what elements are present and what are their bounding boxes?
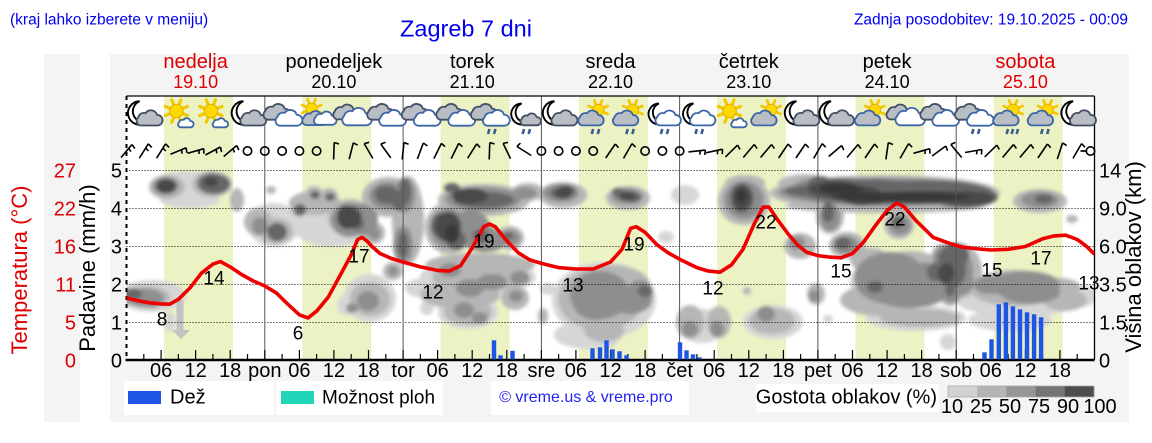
svg-text:23.10: 23.10	[726, 72, 771, 92]
svg-text:25.10: 25.10	[1003, 72, 1048, 92]
svg-text:13: 13	[1078, 274, 1099, 295]
svg-text:24.10: 24.10	[865, 72, 910, 92]
svg-text:06: 06	[150, 360, 172, 382]
svg-text:12: 12	[422, 283, 443, 304]
svg-text:petek: petek	[863, 51, 913, 73]
svg-text:17: 17	[348, 247, 369, 268]
svg-text:0: 0	[111, 351, 122, 373]
svg-text:Gostota oblakov (%): Gostota oblakov (%)	[756, 387, 937, 409]
svg-text:12: 12	[461, 360, 483, 382]
svg-text:22: 22	[54, 199, 76, 221]
svg-text:12: 12	[599, 360, 621, 382]
svg-text:9.0: 9.0	[1099, 199, 1127, 221]
svg-text:18: 18	[772, 360, 794, 382]
svg-text:06: 06	[980, 360, 1002, 382]
svg-text:tor: tor	[391, 360, 415, 382]
svg-text:5: 5	[111, 161, 122, 183]
svg-text:21.10: 21.10	[450, 72, 495, 92]
svg-text:© vreme.us & vreme.pro: © vreme.us & vreme.pro	[499, 389, 673, 406]
svg-text:19.10: 19.10	[173, 72, 218, 92]
svg-text:12: 12	[323, 360, 345, 382]
svg-text:nedelja: nedelja	[163, 51, 228, 73]
svg-text:6: 6	[293, 324, 304, 345]
svg-text:22: 22	[755, 213, 776, 234]
svg-text:06: 06	[703, 360, 725, 382]
svg-text:5: 5	[65, 313, 76, 335]
svg-text:4: 4	[111, 199, 122, 221]
svg-text:12: 12	[876, 360, 898, 382]
svg-text:22.10: 22.10	[588, 72, 633, 92]
svg-text:pon: pon	[248, 360, 281, 382]
svg-text:6.0: 6.0	[1099, 237, 1127, 259]
svg-text:torek: torek	[450, 51, 495, 73]
svg-text:Temperatura (°C): Temperatura (°C)	[7, 186, 32, 355]
svg-text:18: 18	[634, 360, 656, 382]
svg-text:13: 13	[562, 276, 583, 297]
svg-text:sre: sre	[528, 360, 556, 382]
svg-text:sreda: sreda	[585, 51, 636, 73]
svg-text:20.10: 20.10	[311, 72, 356, 92]
svg-text:1.5: 1.5	[1099, 313, 1127, 335]
svg-text:19: 19	[473, 232, 494, 253]
svg-text:100: 100	[1083, 396, 1116, 418]
svg-text:ponedeljek: ponedeljek	[286, 51, 384, 73]
svg-text:četrtek: četrtek	[719, 51, 780, 73]
svg-text:sobota: sobota	[995, 51, 1056, 73]
svg-text:Dež: Dež	[170, 387, 206, 409]
svg-text:50: 50	[999, 396, 1021, 418]
svg-text:1: 1	[111, 313, 122, 335]
svg-text:3: 3	[111, 237, 122, 259]
svg-text:0: 0	[1099, 351, 1110, 373]
svg-text:Padavine (mm/h): Padavine (mm/h)	[75, 184, 100, 352]
svg-text:25: 25	[970, 396, 992, 418]
svg-text:12: 12	[1014, 360, 1036, 382]
svg-text:pet: pet	[804, 360, 832, 382]
svg-text:12: 12	[738, 360, 760, 382]
svg-text:Zadnja posodobitev: 19.10.2025: Zadnja posodobitev: 19.10.2025 - 00:09	[854, 12, 1128, 29]
svg-text:14: 14	[203, 269, 225, 290]
svg-text:27: 27	[54, 161, 76, 183]
svg-text:Zagreb 7 dni: Zagreb 7 dni	[400, 16, 532, 42]
svg-text:06: 06	[565, 360, 587, 382]
svg-text:15: 15	[981, 261, 1002, 282]
svg-text:Možnost ploh: Možnost ploh	[322, 388, 435, 409]
svg-text:(kraj lahko izberete v meniju): (kraj lahko izberete v meniju)	[10, 12, 208, 29]
svg-text:18: 18	[1049, 360, 1071, 382]
svg-text:75: 75	[1028, 396, 1050, 418]
svg-text:06: 06	[426, 360, 448, 382]
svg-text:3.5: 3.5	[1099, 275, 1127, 297]
svg-text:11: 11	[55, 275, 76, 297]
svg-text:0: 0	[65, 351, 76, 373]
svg-text:16: 16	[54, 237, 76, 259]
svg-text:12: 12	[184, 360, 206, 382]
svg-text:18: 18	[910, 360, 932, 382]
svg-text:17: 17	[1030, 249, 1051, 270]
svg-text:15: 15	[830, 262, 851, 283]
svg-text:čet: čet	[666, 360, 693, 382]
svg-text:06: 06	[288, 360, 310, 382]
svg-text:18: 18	[357, 360, 379, 382]
svg-text:sob: sob	[940, 360, 972, 382]
svg-text:2: 2	[111, 275, 122, 297]
svg-text:10: 10	[941, 396, 963, 418]
svg-text:18: 18	[496, 360, 518, 382]
svg-text:90: 90	[1057, 396, 1079, 418]
svg-text:14: 14	[1099, 161, 1121, 183]
svg-text:06: 06	[841, 360, 863, 382]
svg-text:22: 22	[884, 210, 905, 231]
svg-text:12: 12	[702, 279, 723, 300]
svg-text:19: 19	[623, 235, 644, 256]
svg-text:Višina oblakov (km): Višina oblakov (km)	[1121, 161, 1146, 353]
svg-text:18: 18	[219, 360, 241, 382]
svg-text:8: 8	[157, 310, 168, 331]
